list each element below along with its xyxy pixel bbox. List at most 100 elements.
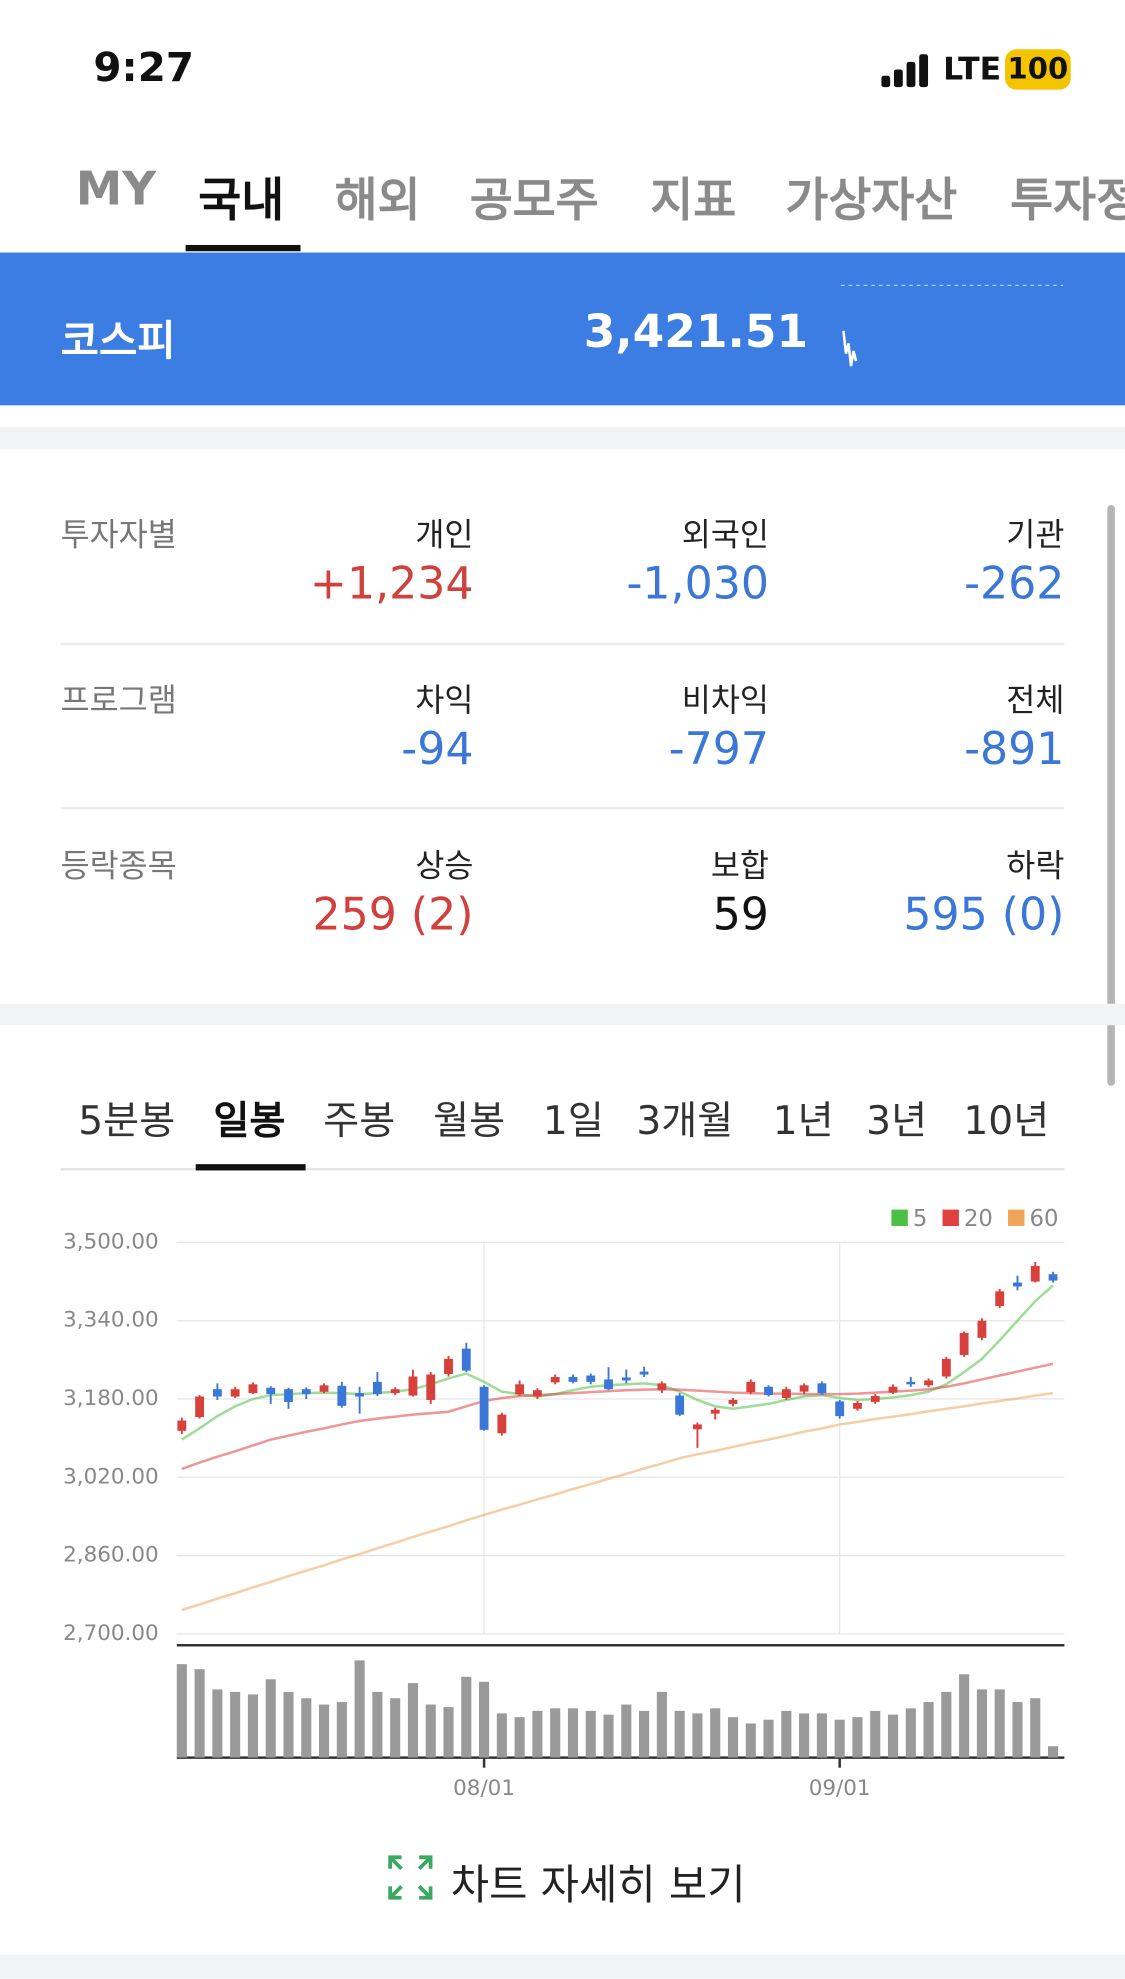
candle-body — [550, 1376, 560, 1383]
volume-bar — [959, 1674, 970, 1758]
candle-body — [941, 1358, 951, 1377]
candle-body — [568, 1376, 578, 1382]
period-tab[interactable]: 월봉 — [433, 1098, 506, 1144]
candle-body — [1048, 1274, 1058, 1281]
volume-bar — [976, 1689, 987, 1758]
signal-icon — [881, 54, 929, 88]
volume-bar — [656, 1691, 667, 1758]
row-label: 투자자별 — [60, 516, 177, 554]
candle-body — [977, 1320, 987, 1338]
index-banner[interactable] — [0, 252, 1125, 406]
candle-body — [372, 1381, 382, 1395]
tab[interactable]: 지표 — [650, 172, 737, 228]
candle-body — [355, 1393, 365, 1397]
y-tick-label: 3,020.00 — [63, 1464, 159, 1489]
y-tick-label: 2,700.00 — [63, 1621, 159, 1646]
expand-icon — [388, 1855, 433, 1900]
volume-bar — [319, 1704, 330, 1758]
candle-body — [337, 1385, 347, 1406]
tab-active[interactable]: 국내 — [198, 172, 285, 228]
volume-bar — [247, 1694, 258, 1758]
candle-body — [764, 1386, 773, 1396]
row-label: 프로그램 — [60, 681, 177, 719]
legend-swatch — [1008, 1209, 1025, 1227]
volume-bar — [1030, 1698, 1041, 1758]
cell-value: 259 (2) — [312, 890, 474, 941]
row-divider — [60, 806, 1065, 810]
cell-value: +1,234 — [309, 559, 474, 610]
legend-label: 20 — [964, 1206, 993, 1232]
period-tab[interactable]: 주봉 — [323, 1098, 396, 1144]
tab[interactable]: 가상자산 — [785, 172, 958, 228]
volume-bar — [550, 1708, 561, 1758]
candle-body — [444, 1358, 453, 1375]
volume-bar — [621, 1704, 632, 1758]
candle-body — [870, 1396, 880, 1402]
volume-bar — [283, 1691, 294, 1758]
period-tab-active[interactable]: 일봉 — [213, 1098, 286, 1144]
candle-body — [586, 1375, 596, 1382]
cell-value: -262 — [964, 559, 1065, 610]
legend-swatch — [891, 1209, 908, 1227]
candle-body — [639, 1371, 649, 1375]
candle-body — [479, 1386, 489, 1430]
period-tab[interactable]: 3개월 — [636, 1098, 734, 1144]
period-tab[interactable]: 1일 — [542, 1098, 604, 1144]
ma-line — [181, 1362, 1054, 1471]
x-tick-label: 09/01 — [809, 1776, 871, 1801]
period-tab[interactable]: 5분봉 — [78, 1098, 176, 1144]
cell-value: -797 — [668, 724, 769, 776]
period-tab[interactable]: 10년 — [963, 1098, 1050, 1144]
candle-body — [195, 1396, 205, 1418]
cell-name: 하락 — [1006, 847, 1065, 884]
tabs-divider — [60, 1167, 1065, 1171]
status-time: 9:27 — [93, 42, 194, 91]
cell-name: 전체 — [1006, 681, 1065, 719]
candle-body — [248, 1384, 258, 1394]
volume-bar — [514, 1717, 525, 1758]
separator — [0, 1954, 1125, 1979]
cell-value: -1,030 — [626, 559, 769, 610]
tab[interactable]: 투자정보 — [1010, 172, 1125, 228]
tab[interactable]: 공모주 — [469, 172, 599, 228]
candle-body — [301, 1389, 311, 1395]
candle-body — [746, 1381, 756, 1393]
volume-bar — [567, 1708, 579, 1758]
row-divider — [60, 642, 1065, 646]
x-tick-label: 08/01 — [453, 1776, 515, 1801]
candle-body — [621, 1377, 631, 1381]
volume-bar — [923, 1702, 934, 1758]
candle-body — [657, 1383, 667, 1391]
cell-name: 기관 — [1006, 516, 1065, 554]
index-value: 3,421.51 — [583, 306, 809, 359]
period-tab[interactable]: 1년 — [772, 1098, 834, 1144]
period-tab[interactable]: 3년 — [866, 1098, 928, 1144]
cell-name: 보합 — [710, 847, 769, 884]
legend-swatch — [942, 1209, 959, 1227]
detail-button[interactable]: 차트 자세히 보기 — [450, 1859, 746, 1910]
volume-bar — [443, 1707, 454, 1758]
legend-label: 60 — [1030, 1206, 1059, 1232]
candle-body — [1030, 1265, 1040, 1282]
cell-value: -891 — [964, 724, 1065, 776]
tab[interactable]: 해외 — [334, 172, 421, 228]
sparkline — [840, 284, 1064, 367]
status-network: LTE — [943, 50, 1002, 88]
candle-body — [212, 1389, 222, 1397]
volume-bar — [230, 1691, 241, 1758]
cell-name: 개인 — [415, 516, 474, 554]
candle-body — [799, 1385, 809, 1392]
y-tick-label: 3,500.00 — [63, 1229, 159, 1254]
candle-body — [515, 1384, 525, 1395]
cell-name: 외국인 — [681, 516, 769, 554]
candle-body — [266, 1387, 276, 1395]
chart: 3,500.00 3,340.00 3,180.00 3,020.00 2,860.00… — [63, 1206, 1065, 1801]
tab[interactable]: MY — [75, 161, 157, 216]
cell-value: 595 (0) — [903, 890, 1065, 941]
candle-body — [835, 1401, 845, 1417]
candle-body — [461, 1348, 471, 1371]
volume-bar — [905, 1708, 916, 1758]
volume-bar — [390, 1698, 401, 1758]
volume-bar — [941, 1691, 952, 1758]
